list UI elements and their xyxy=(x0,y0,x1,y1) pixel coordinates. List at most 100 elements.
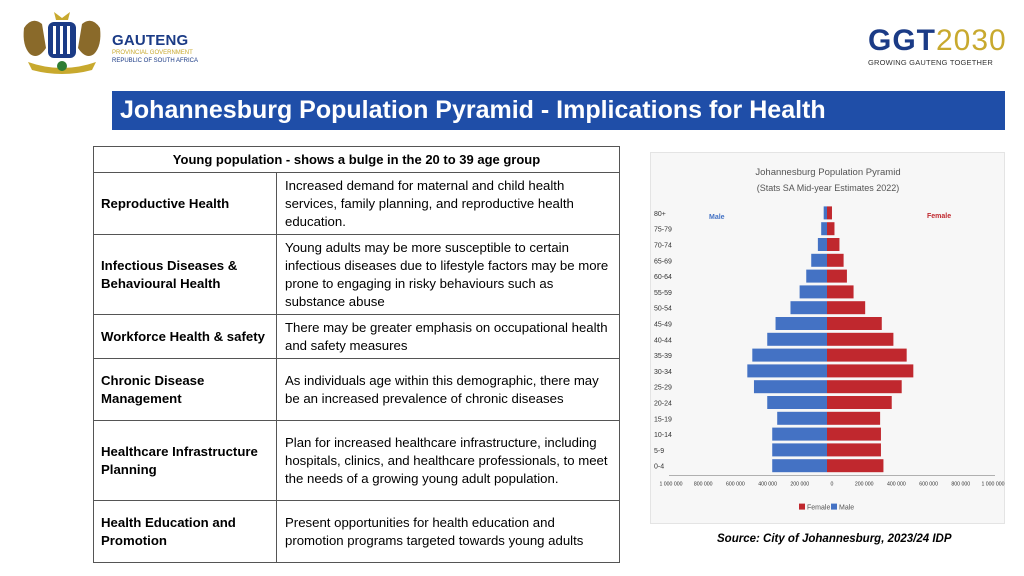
age-tick-label: 40-44 xyxy=(654,337,672,344)
male-bar xyxy=(747,364,827,378)
x-tick-label: 200 000 xyxy=(855,482,874,488)
female-bar xyxy=(827,301,866,315)
population-pyramid-chart: Johannesburg Population Pyramid (Stats SA… xyxy=(650,152,1005,524)
male-bar xyxy=(772,427,827,441)
age-tick-label: 30-34 xyxy=(654,369,672,376)
row-text: Young adults may be more susceptible to … xyxy=(276,234,620,315)
female-bar xyxy=(827,285,854,299)
implications-table: Young population - shows a bulge in the … xyxy=(93,146,620,563)
female-bar xyxy=(827,396,892,409)
age-tick-label: 25-29 xyxy=(654,385,672,392)
male-bar xyxy=(753,380,827,394)
female-bar xyxy=(827,253,844,267)
table-header-row: Young population - shows a bulge in the … xyxy=(93,146,620,173)
female-bar xyxy=(827,269,847,283)
table-row: Healthcare Infrastructure Planning Plan … xyxy=(93,420,620,501)
male-bar xyxy=(799,285,827,299)
year-2030-text: 2030 xyxy=(936,24,1007,57)
table-row: Chronic Disease Management As individual… xyxy=(93,358,620,421)
female-bar xyxy=(827,443,881,457)
male-bar xyxy=(772,459,827,473)
male-bar xyxy=(806,269,827,283)
female-label: Female xyxy=(927,213,951,220)
legend-label-female: Female xyxy=(807,505,830,512)
female-bar xyxy=(827,380,902,394)
legend-label-male: Male xyxy=(839,505,854,512)
row-label: Reproductive Health xyxy=(93,172,277,235)
x-tick-label: 400 000 xyxy=(887,482,906,488)
row-label: Chronic Disease Management xyxy=(93,358,277,421)
male-bar xyxy=(811,253,827,267)
row-label: Health Education and Promotion xyxy=(93,500,277,563)
male-label: Male xyxy=(709,214,725,221)
legend-swatch-male xyxy=(831,503,837,510)
age-tick-label: 70-74 xyxy=(654,243,672,250)
x-tick-label: 600 000 xyxy=(726,482,745,488)
table-row: Infectious Diseases & Behavioural Health… xyxy=(93,234,620,315)
female-bar xyxy=(827,222,835,236)
row-label: Workforce Health & safety xyxy=(93,314,277,359)
title-bar: Johannesburg Population Pyramid - Implic… xyxy=(112,91,1005,130)
age-tick-label: 15-19 xyxy=(654,416,672,423)
age-tick-label: 55-59 xyxy=(654,290,672,297)
x-tick-label: 1 000 000 xyxy=(981,482,1004,488)
female-bar xyxy=(827,238,840,251)
female-bar xyxy=(827,427,881,441)
age-tick-label: 45-49 xyxy=(654,322,672,329)
x-tick-label: 800 000 xyxy=(694,482,713,488)
gauteng-logo: GAUTENG PROVINCIAL GOVERNMENT REPUBLIC O… xyxy=(18,8,202,76)
table-header: Young population - shows a bulge in the … xyxy=(93,146,620,173)
row-label: Healthcare Infrastructure Planning xyxy=(93,420,277,501)
chart-title: Johannesburg Population Pyramid xyxy=(755,167,900,178)
male-bar xyxy=(817,238,827,251)
female-bar xyxy=(827,459,884,473)
age-tick-label: 20-24 xyxy=(654,401,672,408)
male-bar xyxy=(752,348,827,362)
x-tick-label: 400 000 xyxy=(758,482,777,488)
age-tick-label: 60-64 xyxy=(654,274,672,281)
gauteng-subtitle-2: REPUBLIC OF SOUTH AFRICA xyxy=(112,58,199,64)
source-note: Source: City of Johannesburg, 2023/24 ID… xyxy=(717,533,952,545)
male-bar xyxy=(821,222,827,236)
pyramid-svg: Johannesburg Population Pyramid (Stats SA… xyxy=(654,167,1005,512)
female-bar xyxy=(827,348,907,362)
ggt-text: GGT xyxy=(868,24,936,57)
table-row: Reproductive Health Increased demand for… xyxy=(93,172,620,235)
row-text: There may be greater emphasis on occupat… xyxy=(276,314,620,359)
row-label: Infectious Diseases & Behavioural Health xyxy=(93,234,277,315)
row-text: Present opportunities for health educati… xyxy=(276,500,620,563)
x-tick-label: 800 000 xyxy=(951,482,970,488)
male-bar xyxy=(767,332,827,346)
female-bar xyxy=(827,317,882,330)
x-tick-label: 200 000 xyxy=(790,482,809,488)
age-tick-label: 0-4 xyxy=(654,464,664,471)
x-tick-label: 1 000 000 xyxy=(659,482,682,488)
x-tick-label: 600 000 xyxy=(919,482,938,488)
female-bar xyxy=(827,332,894,346)
age-tick-label: 10-14 xyxy=(654,432,672,439)
male-bar xyxy=(790,301,827,315)
row-text: Plan for increased healthcare infrastruc… xyxy=(276,420,620,501)
gauteng-name: GAUTENG xyxy=(112,32,189,49)
age-tick-label: 65-69 xyxy=(654,258,672,265)
row-text: As individuals age within this demograph… xyxy=(276,358,620,421)
female-bar xyxy=(827,411,881,425)
ggt2030-logo: GGT2030 GROWING GAUTENG TOGETHER xyxy=(868,24,1006,70)
female-bar xyxy=(827,364,914,378)
page-title: Johannesburg Population Pyramid - Implic… xyxy=(120,96,826,124)
female-bar xyxy=(827,206,832,220)
male-bar xyxy=(767,396,827,409)
age-tick-label: 35-39 xyxy=(654,353,672,360)
age-tick-label: 75-79 xyxy=(654,227,672,234)
legend-swatch-female xyxy=(799,503,805,510)
gauteng-subtitle-1: PROVINCIAL GOVERNMENT xyxy=(112,50,193,56)
male-bar xyxy=(823,206,827,220)
coat-of-arms-icon xyxy=(23,12,101,74)
male-bar xyxy=(777,411,827,425)
table-row: Workforce Health & safety There may be g… xyxy=(93,314,620,359)
chart-subtitle: (Stats SA Mid-year Estimates 2022) xyxy=(757,183,900,193)
ggt2030-tagline: GROWING GAUTENG TOGETHER xyxy=(868,58,993,67)
male-bar xyxy=(772,443,827,457)
male-bar xyxy=(775,317,827,330)
age-tick-label: 50-54 xyxy=(654,306,672,313)
